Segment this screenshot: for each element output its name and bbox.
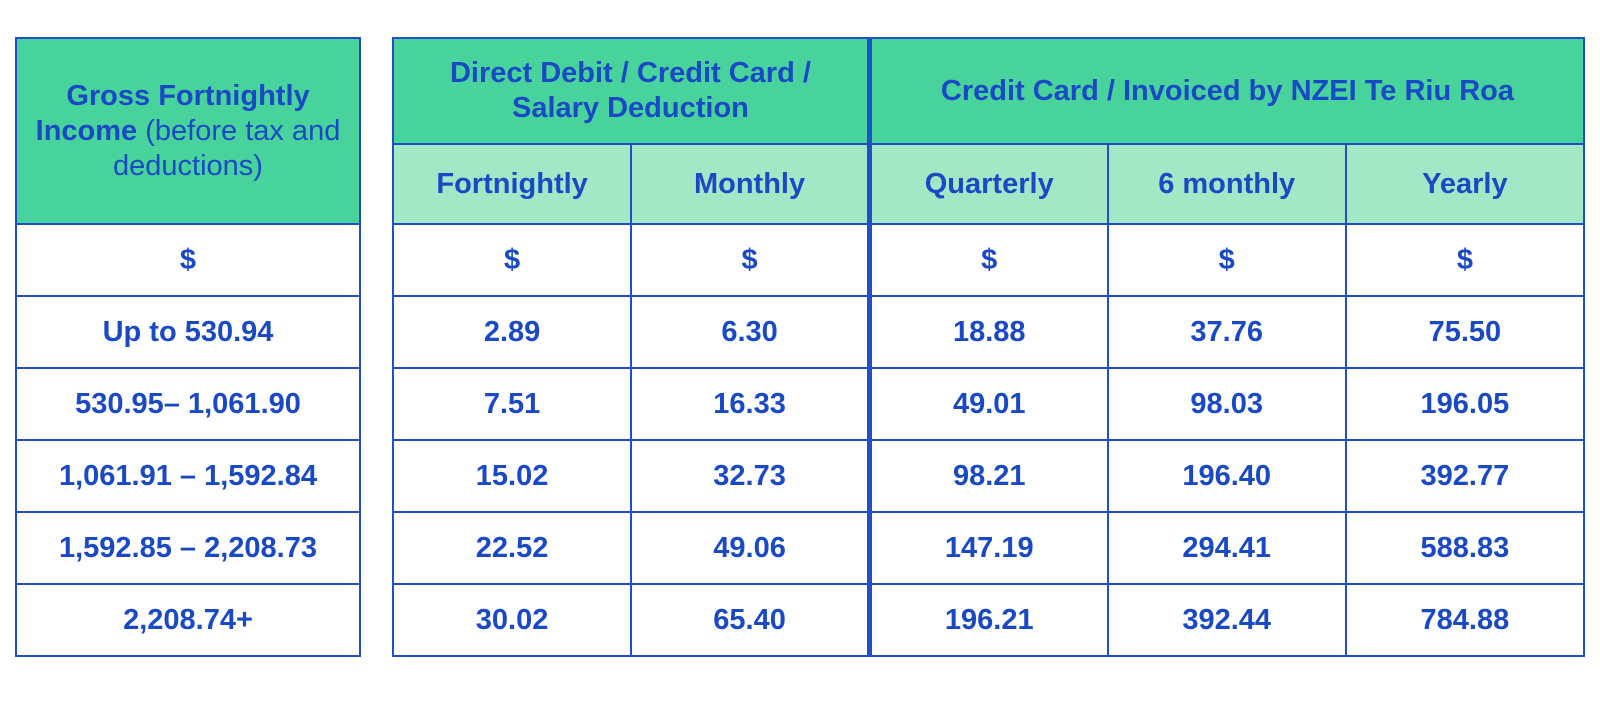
column-header-6-monthly: 6 monthly — [1106, 143, 1347, 225]
fee-cell: 18.88 — [866, 295, 1109, 369]
fee-cell: 75.50 — [1344, 295, 1586, 369]
table-row: 30.02 65.40 196.21 392.44 784.88 — [391, 583, 1586, 657]
income-header-normal: (before tax and deductions) — [113, 114, 341, 182]
fee-cell: 37.76 — [1106, 295, 1347, 369]
income-cell: 2,208.74+ — [15, 583, 361, 657]
fee-cell: 196.21 — [866, 583, 1109, 657]
income-cell: 530.95– 1,061.90 — [15, 367, 361, 441]
fee-cell: 7.51 — [391, 367, 633, 441]
unit-row: $ $ $ $ $ — [391, 223, 1586, 297]
income-header-bold: Gross Fortnightly Income — [35, 79, 310, 147]
group-header-credit-card: Credit Card / Invoiced by NZEI Te Riu Ro… — [866, 37, 1585, 145]
unit-cell: $ — [630, 223, 871, 297]
fee-cell: 15.02 — [391, 439, 633, 513]
fee-cell: 784.88 — [1344, 583, 1586, 657]
table-row: 2.89 6.30 18.88 37.76 75.50 — [391, 295, 1586, 369]
fee-cell: 147.19 — [866, 511, 1109, 585]
income-unit-cell: $ — [15, 223, 361, 297]
fee-cell: 16.33 — [630, 367, 871, 441]
fee-cell: 6.30 — [630, 295, 871, 369]
column-header-yearly: Yearly — [1344, 143, 1586, 225]
fee-cell: 98.21 — [866, 439, 1109, 513]
unit-cell: $ — [1106, 223, 1347, 297]
fee-cell: 49.01 — [866, 367, 1109, 441]
table-row: 7.51 16.33 49.01 98.03 196.05 — [391, 367, 1586, 441]
column-header-quarterly: Quarterly — [866, 143, 1109, 225]
fees-table: Direct Debit / Credit Card / Salary Dedu… — [391, 37, 1586, 657]
table-row: 22.52 49.06 147.19 294.41 588.83 — [391, 511, 1586, 585]
fee-cell: 196.05 — [1344, 367, 1586, 441]
fee-cell: 30.02 — [391, 583, 633, 657]
table-row: 15.02 32.73 98.21 196.40 392.77 — [391, 439, 1586, 513]
unit-cell: $ — [1344, 223, 1586, 297]
fee-cell: 22.52 — [391, 511, 633, 585]
income-cell: 1,061.91 – 1,592.84 — [15, 439, 361, 513]
fee-cell: 392.77 — [1344, 439, 1586, 513]
fee-cell: 588.83 — [1344, 511, 1586, 585]
unit-cell: $ — [391, 223, 633, 297]
income-cell: 1,592.85 – 2,208.73 — [15, 511, 361, 585]
fee-cell: 2.89 — [391, 295, 633, 369]
income-cell: Up to 530.94 — [15, 295, 361, 369]
income-header-cell: Gross Fortnightly Income (before tax and… — [15, 37, 361, 225]
fee-cell: 294.41 — [1106, 511, 1347, 585]
income-table: Gross Fortnightly Income (before tax and… — [15, 37, 361, 657]
column-header-fortnightly: Fortnightly — [391, 143, 633, 225]
column-header-monthly: Monthly — [630, 143, 871, 225]
fee-cell: 32.73 — [630, 439, 871, 513]
fee-cell: 196.40 — [1106, 439, 1347, 513]
group-header-direct-debit: Direct Debit / Credit Card / Salary Dedu… — [391, 37, 871, 145]
unit-cell: $ — [866, 223, 1109, 297]
fee-cell: 49.06 — [630, 511, 871, 585]
fee-cell: 98.03 — [1106, 367, 1347, 441]
fee-cell: 392.44 — [1106, 583, 1347, 657]
fee-cell: 65.40 — [630, 583, 871, 657]
